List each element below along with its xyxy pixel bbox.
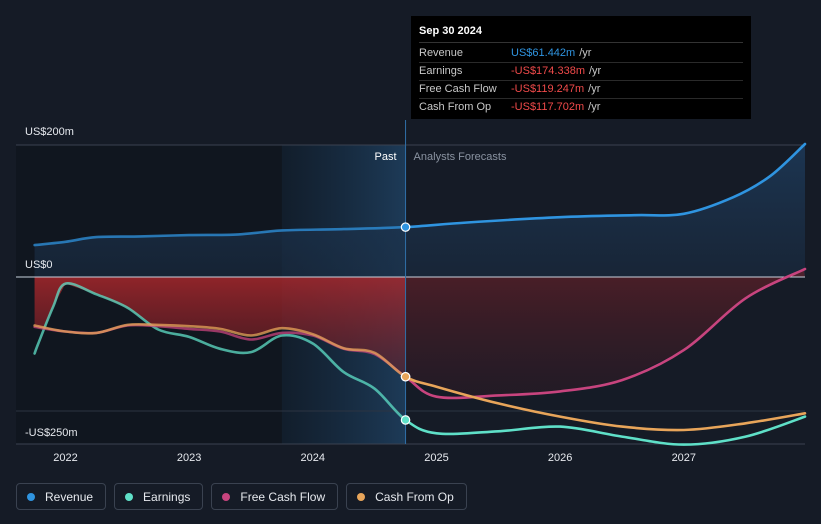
marker-earnings: [400, 415, 411, 425]
legend-dot-icon: [357, 492, 366, 501]
tooltip-label: Earnings: [419, 65, 463, 77]
past-label: Past: [375, 151, 397, 163]
tooltip-row: Cash From Op -US$117.702m/yr: [419, 99, 743, 116]
revenue-area: [34, 144, 805, 277]
x-tick-label: 2023: [177, 452, 201, 464]
legend-dot-icon: [125, 492, 134, 501]
tooltip-unit: /yr: [588, 101, 601, 113]
tooltip-date: Sep 30 2024: [419, 24, 743, 43]
legend-item-revenue[interactable]: Revenue: [16, 483, 107, 510]
legend-dot-icon: [222, 492, 231, 501]
series-line-past-earnings: [33, 281, 406, 422]
legend-label: Earnings: [143, 489, 191, 504]
legend-label: Free Cash Flow: [240, 489, 326, 504]
legend: Revenue Earnings Free Cash Flow Cash From O…: [16, 483, 467, 510]
series-line-cash-from-op: [405, 375, 807, 432]
legend-label: Revenue: [45, 489, 94, 504]
marker-revenue: [400, 222, 411, 232]
legend-label: Cash From Op: [375, 489, 454, 504]
legend-item-free-cash-flow[interactable]: Free Cash Flow: [211, 483, 339, 510]
tooltip-value: -US$117.702m: [511, 101, 585, 113]
tooltip-row: Revenue US$61.442m/yr: [419, 45, 743, 63]
legend-item-earnings[interactable]: Earnings: [114, 483, 204, 510]
forecast-label: Analysts Forecasts: [414, 151, 507, 163]
y-tick-label: US$200m: [25, 126, 74, 138]
series-line-past-revenue: [33, 225, 406, 247]
tooltip-label: Cash From Op: [419, 101, 492, 113]
tooltip-value: -US$119.247m: [511, 83, 585, 95]
legend-item-cash-from-op[interactable]: Cash From Op: [346, 483, 467, 510]
series-line-revenue: [405, 142, 807, 229]
tooltip-value: -US$174.338m: [511, 65, 585, 77]
marker-cash-from-op: [400, 371, 411, 382]
tooltip-label: Free Cash Flow: [419, 83, 497, 95]
tooltip-unit: /yr: [588, 83, 601, 95]
x-tick-label: 2022: [53, 452, 77, 464]
x-tick-label: 2027: [672, 452, 696, 464]
tooltip-row: Free Cash Flow -US$119.247m/yr: [419, 81, 743, 99]
negative-area-forecast: [405, 269, 805, 396]
tooltip: Sep 30 2024 Revenue US$61.442m/yr Earnings…: [411, 16, 751, 119]
series-line-earnings: [405, 415, 807, 446]
tooltip-label: Revenue: [419, 47, 464, 59]
y-tick-label: US$0: [25, 259, 53, 271]
x-tick-label: 2024: [301, 452, 325, 464]
negative-area-past: [34, 277, 406, 377]
tooltip-unit: /yr: [589, 65, 602, 77]
x-tick-label: 2025: [424, 452, 448, 464]
series-line-past-cash-from-op: [33, 322, 406, 379]
tooltip-unit: /yr: [579, 47, 592, 59]
legend-dot-icon: [27, 492, 35, 501]
series-line-free-cash-flow: [405, 267, 807, 400]
x-tick-label: 2026: [548, 452, 572, 464]
tooltip-value: US$61.442m: [511, 47, 576, 59]
tooltip-row: Earnings -US$174.338m/yr: [419, 63, 743, 81]
y-tick-label: -US$250m: [25, 427, 78, 439]
